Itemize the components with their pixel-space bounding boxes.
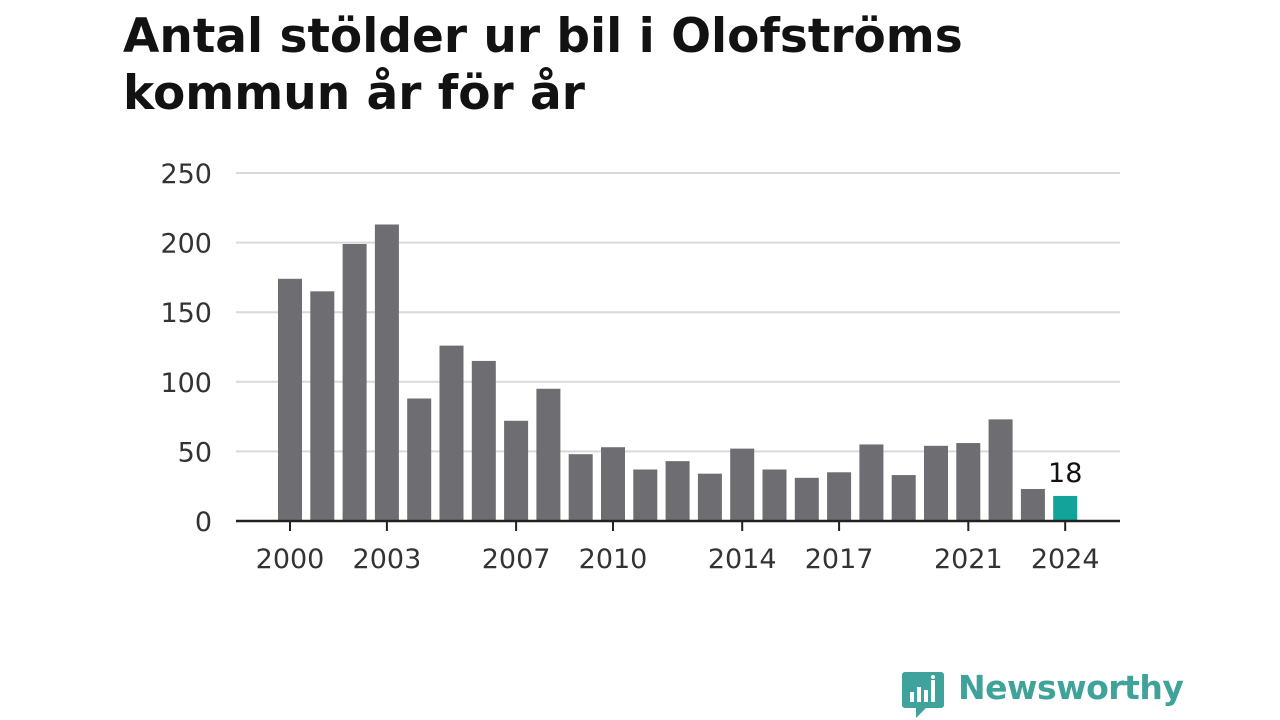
x-tick-label: 2017	[805, 544, 874, 575]
bar-2003	[374, 224, 399, 521]
bar-2007	[504, 420, 529, 521]
bar-2005	[439, 345, 464, 521]
x-tick-label: 2021	[934, 544, 1003, 575]
y-tick-label: 100	[160, 368, 212, 399]
bar-2021	[956, 443, 981, 521]
bar-2017	[827, 472, 852, 521]
bar-2013	[697, 473, 722, 521]
x-tick-label: 2014	[708, 544, 777, 575]
x-tick-label: 2010	[579, 544, 648, 575]
newsworthy-logo-icon	[902, 672, 944, 718]
brand-name: Newsworthy	[958, 668, 1184, 707]
y-axis-labels: 0 50 100 150 200 250	[160, 159, 212, 538]
y-tick-label: 0	[195, 507, 212, 538]
bar-2022	[988, 419, 1013, 521]
bar-2001	[310, 291, 335, 521]
bars	[278, 224, 1078, 521]
x-tick-label: 2003	[353, 544, 422, 575]
bar-2010	[601, 447, 625, 521]
bar-2000	[278, 278, 302, 521]
bar-2024	[1053, 495, 1078, 521]
y-tick-label: 200	[160, 229, 212, 260]
y-tick-label: 150	[160, 298, 212, 329]
bar-2012	[665, 461, 690, 521]
bar-2009	[568, 454, 593, 521]
x-axis	[236, 519, 1120, 531]
bar-2006	[471, 360, 496, 521]
x-tick-label: 2007	[482, 544, 551, 575]
bar-2014	[730, 448, 755, 521]
data-labels: 18	[1048, 458, 1082, 489]
grid-lines	[236, 172, 1120, 453]
bar-2004	[407, 398, 432, 521]
bar-2002	[342, 243, 367, 521]
bar-2020	[924, 445, 948, 521]
y-tick-label: 50	[178, 437, 212, 468]
x-tick-label: 2024	[1031, 544, 1100, 575]
bar-2008	[536, 388, 561, 521]
bar-2019	[891, 475, 916, 521]
x-tick-label: 2000	[256, 544, 325, 575]
bar-2023	[1020, 488, 1045, 521]
chart-title: Antal stölder ur bil i Olofströms kommun…	[123, 9, 963, 121]
bar-2015	[762, 469, 787, 521]
data-label-highlight: 18	[1048, 458, 1082, 489]
bar-2016	[794, 477, 819, 521]
x-axis-labels: 2000 2003 2007 2010 2014 2017 2021 2024	[256, 544, 1100, 575]
bar-2018	[859, 444, 884, 521]
bar-2011	[633, 469, 658, 521]
y-tick-label: 250	[160, 159, 212, 190]
